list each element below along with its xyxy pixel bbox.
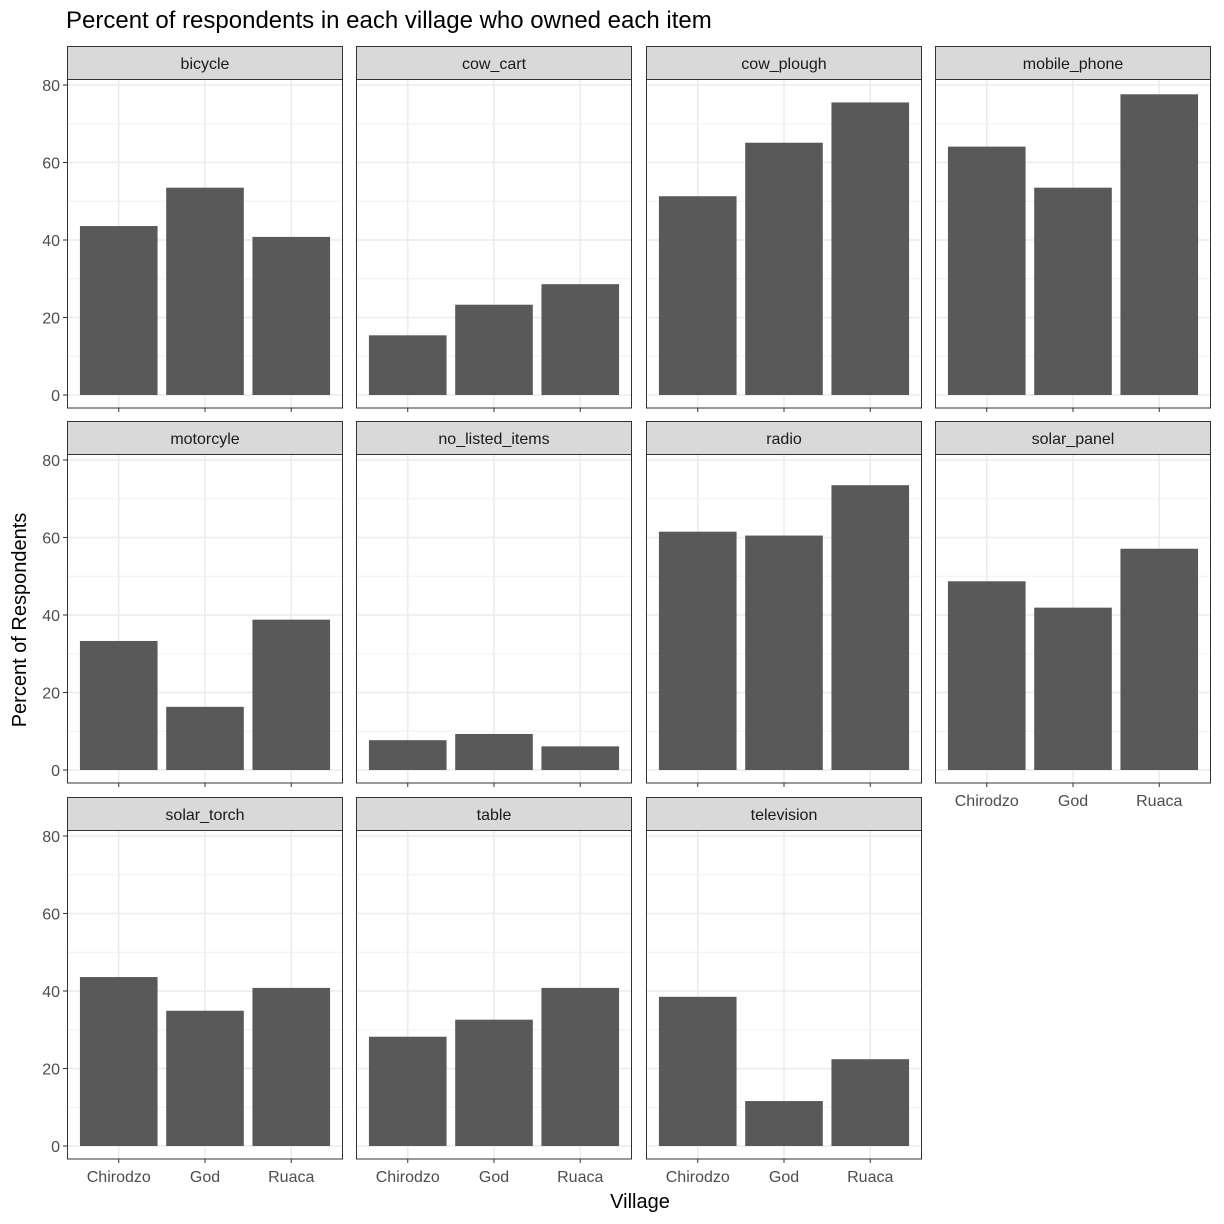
x-tick-label: God (1058, 793, 1088, 810)
facet-panel-solar_panel: solar_panel Chirodzo God Ruaca (935, 421, 1211, 810)
y-tick-label: 20 (42, 311, 60, 328)
x-tick-label: Ruaca (1136, 793, 1182, 810)
y-tick-label: 0 (51, 388, 60, 405)
x-tick-label: God (190, 1169, 220, 1186)
bar-motorcyle-Chirodzo (79, 640, 158, 770)
facet-label: mobile_phone (1023, 56, 1124, 73)
y-tick-label: 40 (42, 608, 60, 625)
bar-no_listed_items-Ruaca (541, 746, 620, 770)
bar-solar_torch-God (166, 1010, 244, 1146)
x-tick-label: Ruaca (557, 1169, 603, 1186)
facet-strip (356, 797, 632, 831)
facet-panel-table: table Chirodzo God Ruaca (356, 797, 632, 1186)
y-tick-label: 80 (42, 453, 60, 470)
facet-strip (646, 421, 922, 455)
facet-label: solar_torch (165, 807, 244, 824)
facet-panel-cow_plough: cow_plough (646, 46, 922, 412)
facet-strip (646, 46, 922, 80)
bar-cow_plough-Ruaca (831, 102, 910, 395)
y-tick-label: 80 (42, 78, 60, 95)
bar-bicycle-Chirodzo (79, 226, 158, 395)
facet-strip (67, 46, 343, 80)
bar-cow_plough-God (745, 142, 823, 395)
bar-radio-God (745, 535, 823, 770)
facet-panel-no_listed_items: no_listed_items (356, 421, 632, 787)
bar-cow_cart-Ruaca (541, 284, 620, 395)
x-axis-title: Village (610, 1191, 670, 1213)
facet-panel-cow_cart: cow_cart (356, 46, 632, 412)
facet-panel-mobile_phone: mobile_phone (935, 46, 1211, 412)
facet-label: cow_plough (741, 56, 826, 73)
bar-motorcyle-Ruaca (252, 619, 331, 770)
y-tick-label: 40 (42, 233, 60, 250)
y-tick-label: 0 (51, 763, 60, 780)
bar-radio-Ruaca (831, 485, 910, 770)
bar-motorcyle-God (166, 706, 244, 770)
facet-panel-bicycle: bicycle 0 20 40 60 80 (42, 46, 343, 412)
bar-solar_torch-Ruaca (252, 987, 331, 1146)
y-tick-label: 20 (42, 686, 60, 703)
bar-solar_panel-Ruaca (1120, 548, 1199, 770)
facet-label: radio (766, 431, 802, 448)
y-axis-title: Percent of Respondents (9, 513, 31, 728)
y-tick-label: 60 (42, 531, 60, 548)
bar-solar_panel-Chirodzo (947, 581, 1026, 770)
bar-bicycle-Ruaca (252, 236, 331, 395)
facet-label: cow_cart (462, 56, 527, 73)
bar-cow_cart-Chirodzo (368, 335, 447, 395)
bar-cow_plough-Chirodzo (658, 196, 737, 395)
chart-title: Percent of respondents in each village w… (66, 7, 712, 34)
x-tick-label: Chirodzo (955, 793, 1019, 810)
facet-panel-solar_torch: solar_torch 0 20 40 60 80 Chirodzo God Ruaca (42, 797, 343, 1186)
x-tick-label: God (769, 1169, 799, 1186)
facet-label: solar_panel (1032, 431, 1115, 448)
bar-bicycle-God (166, 187, 244, 395)
x-tick-label: Ruaca (847, 1169, 893, 1186)
bar-television-Chirodzo (658, 996, 737, 1146)
bar-solar_panel-God (1034, 607, 1112, 770)
y-tick-label: 60 (42, 156, 60, 173)
bar-no_listed_items-God (455, 733, 533, 770)
facet-panel-motorcyle: motorcyle 0 20 40 60 80 (42, 421, 343, 787)
y-tick-label: 60 (42, 907, 60, 924)
facet-strip (356, 46, 632, 80)
bar-television-Ruaca (831, 1059, 910, 1146)
bar-cow_cart-God (455, 304, 533, 395)
bar-table-Chirodzo (368, 1036, 447, 1146)
bar-table-Ruaca (541, 987, 620, 1146)
bar-mobile_phone-God (1034, 187, 1112, 395)
facet-label: motorcyle (170, 431, 239, 448)
facet-label: bicycle (181, 56, 230, 73)
bar-no_listed_items-Chirodzo (368, 740, 447, 770)
bar-mobile_phone-Chirodzo (947, 146, 1026, 395)
y-tick-label: 0 (51, 1139, 60, 1156)
bar-mobile_phone-Ruaca (1120, 94, 1199, 396)
bar-solar_torch-Chirodzo (79, 977, 158, 1146)
facet-label: television (751, 807, 818, 824)
bar-radio-Chirodzo (658, 531, 737, 770)
x-tick-label: God (479, 1169, 509, 1186)
facet-panel-television: television Chirodzo God Ruaca (646, 797, 922, 1186)
facet-strip (646, 797, 922, 831)
facet-label: table (477, 807, 512, 824)
y-tick-label: 80 (42, 829, 60, 846)
facet-strip (935, 421, 1211, 455)
facet-strip (67, 797, 343, 831)
y-tick-label: 20 (42, 1062, 60, 1079)
x-tick-label: Chirodzo (376, 1169, 440, 1186)
facet-strip (935, 46, 1211, 80)
facet-strip (356, 421, 632, 455)
y-tick-label: 40 (42, 984, 60, 1001)
facet-panel-radio: radio (646, 421, 922, 787)
bar-table-God (455, 1019, 533, 1146)
x-tick-label: Chirodzo (87, 1169, 151, 1186)
facet-label: no_listed_items (438, 431, 549, 448)
x-tick-label: Chirodzo (666, 1169, 730, 1186)
bar-television-God (745, 1101, 823, 1146)
x-tick-label: Ruaca (268, 1169, 314, 1186)
facet-strip (67, 421, 343, 455)
